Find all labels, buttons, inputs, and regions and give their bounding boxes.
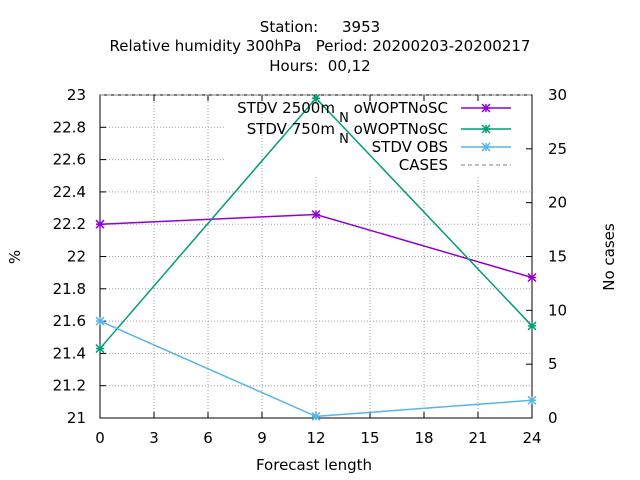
legend-marker-0 bbox=[481, 103, 491, 113]
y-tick-label: 22.4 bbox=[53, 183, 86, 201]
y-tick-label: 21.6 bbox=[53, 312, 86, 330]
legend-label-0: STDV 2500m N oWOPTNoSC bbox=[237, 99, 448, 126]
y2-axis-ticks: 0 5 10 15 20 25 30 bbox=[526, 86, 567, 427]
x-tick-label: 0 bbox=[95, 429, 105, 447]
series-layer bbox=[95, 93, 537, 421]
legend-label-3: CASES bbox=[399, 156, 448, 174]
y2-tick-label: 10 bbox=[548, 301, 567, 319]
y2-tick-label: 20 bbox=[548, 194, 567, 212]
legend-marker-2 bbox=[481, 142, 491, 152]
data-point-2-1 bbox=[311, 411, 321, 421]
y2-tick-label: 30 bbox=[548, 86, 567, 104]
legend-label-1: STDV 750m N oWOPTNoSC bbox=[247, 120, 448, 147]
y-tick-label: 23 bbox=[67, 86, 86, 104]
y-axis-label: % bbox=[6, 250, 24, 264]
y-tick-label: 22.8 bbox=[53, 118, 86, 136]
x-tick-label: 18 bbox=[414, 429, 433, 447]
data-point-0-1 bbox=[311, 209, 321, 220]
data-point-2-2 bbox=[527, 395, 537, 405]
chart-title-station: Station: 3953 bbox=[259, 18, 381, 36]
x-tick-label: 21 bbox=[468, 429, 487, 447]
y-tick-label: 22.2 bbox=[53, 215, 86, 233]
data-point-1-1 bbox=[311, 93, 321, 103]
x-axis-label: Forecast length bbox=[256, 456, 372, 474]
data-point-1-2 bbox=[527, 321, 537, 331]
y-tick-label: 21 bbox=[67, 409, 86, 427]
data-point-0-2 bbox=[527, 272, 537, 283]
legend-label-2: STDV OBS bbox=[372, 138, 448, 156]
y2-tick-label: 0 bbox=[548, 409, 558, 427]
y-axis-ticks: 21 21.2 21.4 21.6 21.8 22 22.2 22.4 22.6 22.8 23 bbox=[53, 86, 106, 427]
x-tick-label: 12 bbox=[306, 429, 325, 447]
x-tick-label: 15 bbox=[360, 429, 379, 447]
x-tick-label: 3 bbox=[149, 429, 159, 447]
chart-title-variable-period: Relative humidity 300hPa Period: 2020020… bbox=[109, 37, 531, 55]
y2-axis-label: No cases bbox=[600, 223, 618, 291]
y-tick-label: 21.2 bbox=[53, 377, 86, 395]
y-tick-label: 21.4 bbox=[53, 344, 86, 362]
legend-marker-1 bbox=[481, 124, 491, 134]
y-tick-label: 21.8 bbox=[53, 280, 86, 298]
chart-title-hours: Hours: 00,12 bbox=[269, 57, 371, 75]
y-tick-label: 22.6 bbox=[53, 151, 86, 169]
data-point-1-0 bbox=[95, 344, 105, 354]
x-tick-label: 24 bbox=[522, 429, 541, 447]
y2-tick-label: 5 bbox=[548, 355, 558, 373]
x-tick-label: 6 bbox=[203, 429, 213, 447]
x-tick-label: 9 bbox=[257, 429, 267, 447]
data-point-2-0 bbox=[95, 316, 105, 326]
grid-lines bbox=[100, 95, 532, 418]
y-tick-label: 22 bbox=[67, 248, 86, 266]
y2-tick-label: 25 bbox=[548, 140, 567, 158]
x-axis-ticks: 0 3 6 9 12 15 18 21 24 bbox=[95, 95, 542, 447]
y2-tick-label: 15 bbox=[548, 248, 567, 266]
data-point-0-0 bbox=[95, 219, 105, 229]
